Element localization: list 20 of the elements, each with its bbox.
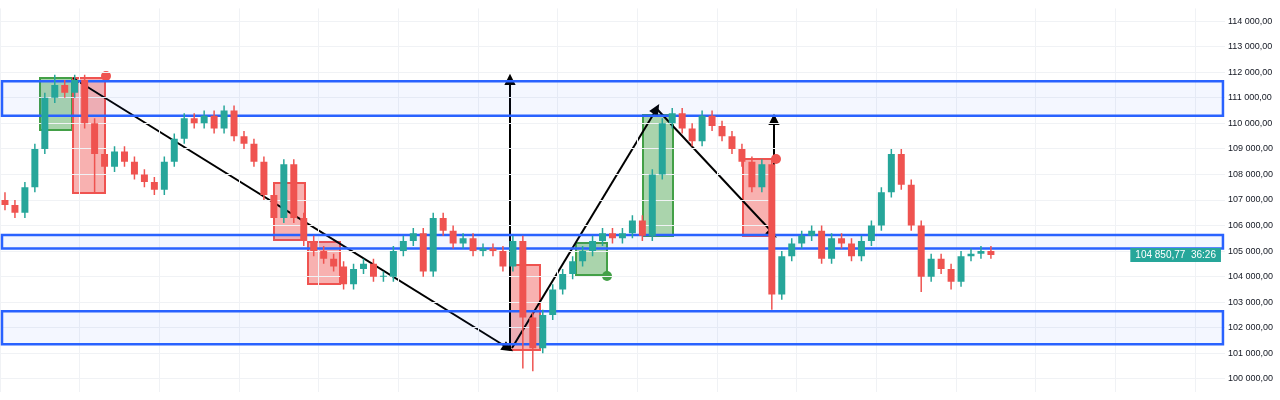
y-tick-label: 104 000,00	[1227, 271, 1273, 282]
y-tick-label: 112 000,00	[1227, 66, 1273, 77]
candlestick	[459, 233, 467, 249]
candlestick	[1, 192, 9, 211]
y-tick-label: 111 000,00	[1227, 92, 1272, 103]
candlestick	[977, 245, 985, 259]
y-tick-label: 101 000,00	[1227, 347, 1273, 358]
text: 104 850,77 36:26	[1135, 248, 1216, 260]
y-tick-label: 103 000,00	[1227, 296, 1273, 307]
y-tick-label: 110 000,00	[1227, 117, 1273, 128]
y-tick-label: 109 000,00	[1227, 143, 1273, 154]
y-tick-label: 113 000,00	[1227, 41, 1273, 52]
y-tick-label: 106 000,00	[1227, 220, 1273, 231]
y-tick-label: 105 000,00	[1227, 245, 1273, 256]
y-tick-label: 102 000,00	[1227, 322, 1273, 333]
candlestick	[987, 245, 995, 259]
y-tick-label: 100 000,00	[1227, 373, 1273, 384]
y-tick-label: 107 000,00	[1227, 194, 1273, 205]
y-tick-label: 108 000,00	[1227, 168, 1273, 179]
y-tick-label: 114 000,00	[1227, 15, 1273, 26]
